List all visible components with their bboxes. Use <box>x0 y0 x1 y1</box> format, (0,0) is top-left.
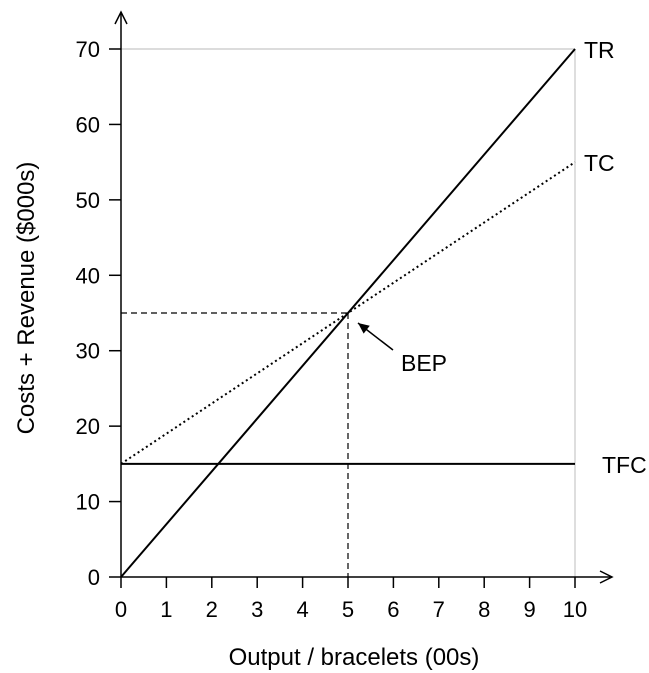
y-tick-label: 60 <box>76 112 100 137</box>
series-line-tr <box>120 48 576 578</box>
series-label-tfc: TFC <box>602 452 647 478</box>
x-tick-label: 1 <box>160 597 172 622</box>
x-tick-label: 5 <box>342 597 354 622</box>
x-tick-label: 2 <box>206 597 218 622</box>
x-tick-label: 6 <box>387 597 399 622</box>
y-tick-label: 30 <box>76 339 100 364</box>
series-label-tr: TR <box>584 37 615 63</box>
x-tick-label: 10 <box>563 597 587 622</box>
x-tick-label: 9 <box>523 597 535 622</box>
series-line-tc <box>120 161 576 465</box>
x-tick-label: 4 <box>296 597 308 622</box>
series-lines <box>120 48 576 578</box>
bep-arrow-head-icon <box>358 323 370 334</box>
x-tick-label: 3 <box>251 597 263 622</box>
y-tick-label: 40 <box>76 263 100 288</box>
plot-frame <box>121 48 576 577</box>
y-tick-label: 10 <box>76 490 100 515</box>
y-tick-label: 20 <box>76 414 100 439</box>
bep-guides <box>121 312 349 577</box>
y-tick-label: 50 <box>76 188 100 213</box>
chart-labels: 0 1 2 3 4 5 6 7 8 9 10 0 10 20 30 40 50 60 70 TR TC TFC BEP <box>76 37 647 622</box>
y-axis-arrow-icon <box>114 10 128 25</box>
tick-marks <box>109 48 576 588</box>
x-tick-label: 0 <box>115 597 127 622</box>
x-axis-title: Output / bracelets (00s) <box>229 644 480 671</box>
bep-annotation-label: BEP <box>401 350 447 376</box>
y-tick-label: 0 <box>88 565 100 590</box>
series-label-tc: TC <box>584 150 615 176</box>
x-axis-arrow-icon <box>599 570 614 584</box>
x-tick-label: 7 <box>433 597 445 622</box>
y-axis-title: Costs + Revenue ($000s) <box>13 162 40 435</box>
y-tick-label: 70 <box>76 37 100 62</box>
x-tick-label: 8 <box>478 597 490 622</box>
